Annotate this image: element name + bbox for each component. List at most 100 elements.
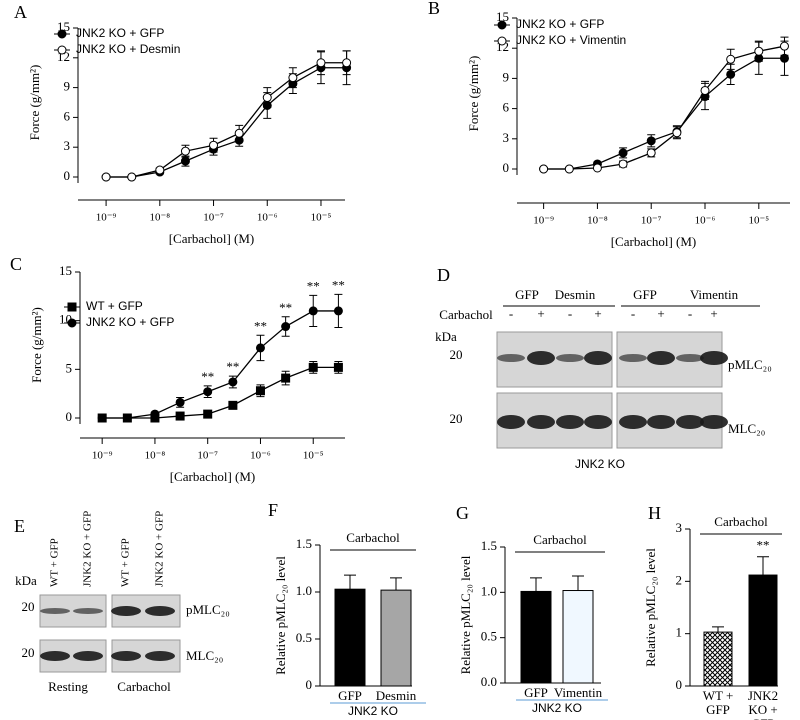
band bbox=[556, 415, 584, 429]
row-label: MLC₂₀ bbox=[186, 648, 223, 663]
x-tick-label: Desmin bbox=[375, 688, 417, 703]
band bbox=[676, 354, 704, 362]
lane-group-label: Vimentin bbox=[690, 287, 739, 302]
y-tick-label: 3 bbox=[676, 520, 683, 535]
bar bbox=[748, 574, 778, 687]
band bbox=[556, 354, 584, 362]
marker bbox=[255, 343, 265, 353]
row-label: pMLC₂₀ bbox=[186, 602, 230, 617]
series-line bbox=[543, 45, 785, 170]
mw-label: 20 bbox=[450, 347, 463, 362]
y-tick-label: 15 bbox=[496, 9, 509, 24]
panel-label: E bbox=[14, 516, 25, 536]
legend-label: WT + GFP bbox=[86, 299, 143, 313]
y-tick-label: 6 bbox=[503, 100, 510, 115]
marker bbox=[255, 386, 265, 396]
y-tick-label: 9 bbox=[503, 69, 510, 84]
x-tick-label: 10⁻⁵ bbox=[303, 450, 324, 462]
row-label: pMLC₂₀ bbox=[728, 357, 772, 372]
kda-label: kDa bbox=[15, 573, 37, 588]
marker bbox=[726, 69, 736, 79]
y-tick-label: 0 bbox=[66, 409, 73, 424]
bar bbox=[703, 631, 733, 687]
group-label: JNK2 KO bbox=[532, 701, 582, 715]
marker bbox=[779, 41, 789, 51]
lane-group-label: GFP bbox=[633, 287, 657, 302]
band bbox=[145, 651, 175, 661]
lane-group-label: Desmin bbox=[555, 287, 596, 302]
y-tick-label: 0 bbox=[676, 677, 683, 692]
x-tick-label: 10⁻⁷ bbox=[641, 215, 662, 227]
y-tick-label: 0.5 bbox=[296, 630, 312, 645]
marker bbox=[281, 322, 291, 332]
legend-label: JNK2 KO + GFP bbox=[516, 17, 604, 31]
marker bbox=[262, 93, 272, 103]
treatment-sign: + bbox=[710, 306, 717, 321]
marker bbox=[228, 400, 238, 410]
mw-label: 20 bbox=[22, 645, 35, 660]
y-axis-label: Relative pMLC₂₀ level bbox=[643, 548, 658, 667]
marker bbox=[308, 306, 318, 316]
y-tick-label: 0 bbox=[306, 677, 313, 692]
band bbox=[527, 415, 555, 429]
series-line bbox=[102, 366, 339, 419]
legend-label: JNK2 KO + GFP bbox=[76, 26, 164, 40]
legend-label: JNK2 KO + Desmin bbox=[76, 42, 180, 56]
y-axis-label: Force (g/mm²) bbox=[27, 65, 42, 141]
marker bbox=[672, 128, 682, 138]
treatment-sign: + bbox=[657, 306, 664, 321]
band bbox=[619, 415, 647, 429]
x-tick-label: 10⁻⁶ bbox=[257, 212, 278, 224]
band bbox=[40, 651, 70, 661]
treatment-sign: + bbox=[594, 306, 601, 321]
band bbox=[700, 415, 728, 429]
marker bbox=[127, 172, 137, 182]
treatment-sign: - bbox=[631, 306, 635, 321]
bar bbox=[562, 590, 594, 684]
treatment-label: Carbachol bbox=[439, 307, 493, 322]
series-line bbox=[102, 310, 339, 419]
x-axis-label: [Carbachol] (M) bbox=[170, 469, 256, 484]
marker bbox=[539, 164, 549, 174]
y-tick-label: 6 bbox=[64, 108, 71, 123]
band bbox=[497, 415, 525, 429]
marker bbox=[333, 306, 343, 316]
marker bbox=[618, 148, 628, 158]
marker bbox=[564, 164, 574, 174]
y-tick-label: 1.5 bbox=[481, 538, 497, 553]
series-line bbox=[106, 67, 347, 178]
marker bbox=[316, 58, 326, 68]
marker bbox=[175, 397, 185, 407]
panel-label: H bbox=[648, 503, 661, 523]
y-tick-label: 0 bbox=[503, 160, 510, 175]
marker bbox=[203, 409, 213, 419]
error-bar bbox=[530, 577, 542, 592]
bar bbox=[334, 588, 366, 687]
treatment-sign: + bbox=[537, 306, 544, 321]
group-label: Carbachol bbox=[117, 679, 171, 694]
x-tick-label: WT + GFP bbox=[702, 688, 734, 717]
y-tick-label: 9 bbox=[64, 79, 71, 94]
bar bbox=[520, 590, 552, 684]
panel-label: D bbox=[437, 265, 450, 285]
marker bbox=[646, 136, 656, 146]
bracket-label: Carbachol bbox=[346, 530, 400, 545]
x-tick-label: JNK2 KO + GFP bbox=[747, 688, 779, 720]
x-tick-label: 10⁻⁹ bbox=[92, 450, 113, 462]
band bbox=[73, 651, 103, 661]
y-axis-label: Force (g/mm²) bbox=[466, 56, 481, 132]
x-tick-label: Vimentin bbox=[553, 685, 603, 700]
bracket-label: Carbachol bbox=[714, 514, 768, 529]
group-label: JNK2 KO bbox=[348, 704, 398, 718]
marker bbox=[122, 413, 132, 423]
band bbox=[619, 354, 647, 362]
y-tick-label: 1.0 bbox=[481, 583, 497, 598]
marker bbox=[57, 45, 67, 55]
panel-label: C bbox=[10, 254, 22, 274]
marker bbox=[497, 36, 507, 46]
marker bbox=[281, 373, 291, 383]
significance: ** bbox=[226, 359, 239, 374]
y-tick-label: 1.5 bbox=[296, 536, 312, 551]
bracket-label: Carbachol bbox=[533, 532, 587, 547]
